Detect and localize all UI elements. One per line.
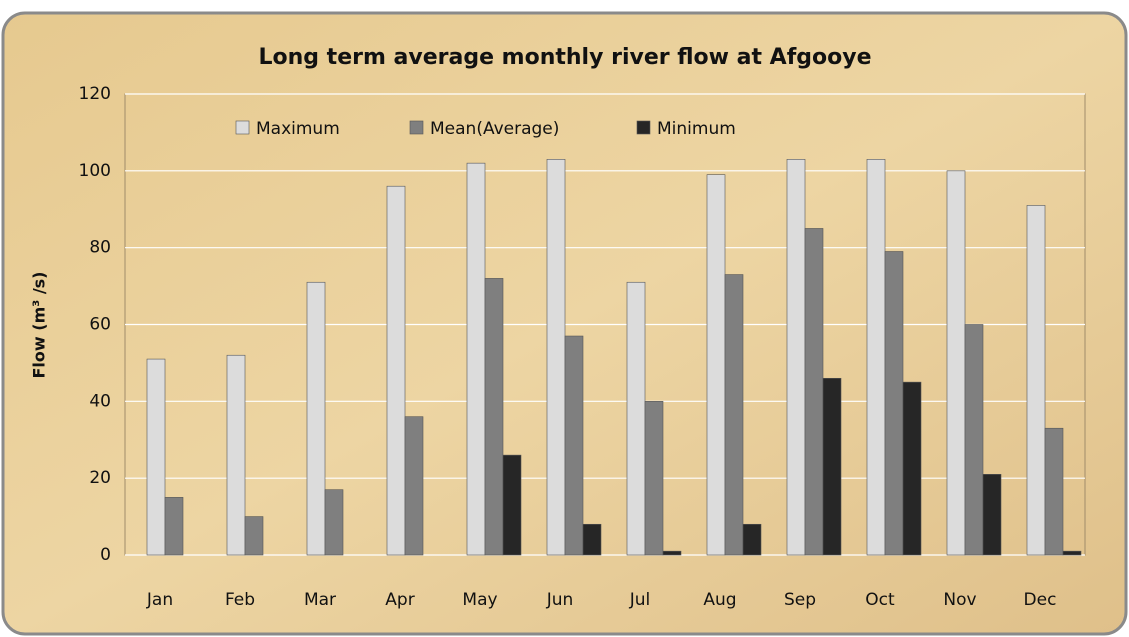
x-tick-label: Apr xyxy=(385,590,414,610)
bar xyxy=(226,354,246,556)
bar xyxy=(662,550,682,556)
y-axis-label: Flow (m³ /s) xyxy=(30,272,49,379)
x-tick-label: Feb xyxy=(225,590,255,610)
y-tick-label: 40 xyxy=(89,391,111,411)
x-tick-label: Mar xyxy=(304,590,336,610)
bar xyxy=(1044,427,1064,556)
bar xyxy=(466,162,486,556)
x-tick-label: Jan xyxy=(146,590,173,610)
bar xyxy=(502,454,522,556)
bar xyxy=(546,159,566,556)
legend-label: Mean(Average) xyxy=(430,119,559,139)
bar xyxy=(884,251,904,556)
bar xyxy=(946,170,966,556)
x-tick-label: May xyxy=(462,590,497,610)
bar xyxy=(1062,550,1082,556)
legend-label: Minimum xyxy=(657,119,736,139)
bar xyxy=(582,523,602,556)
bar xyxy=(1026,205,1046,556)
y-tick-label: 20 xyxy=(89,468,111,488)
x-tick-label: Dec xyxy=(1024,590,1057,610)
legend-swatch xyxy=(636,120,651,135)
y-tick-label: 80 xyxy=(89,238,111,258)
x-tick-label: Aug xyxy=(703,590,736,610)
y-tick-label: 100 xyxy=(79,161,111,181)
bar xyxy=(484,278,504,556)
bar xyxy=(146,358,166,556)
bar xyxy=(822,377,842,556)
bar xyxy=(306,281,326,556)
y-tick-label: 0 xyxy=(100,545,111,565)
bar xyxy=(742,523,762,556)
y-tick-label: 120 xyxy=(79,84,111,104)
bar xyxy=(804,228,824,556)
x-tick-label: Jul xyxy=(629,590,651,610)
x-tick-label: Nov xyxy=(943,590,976,610)
bar xyxy=(902,381,922,556)
x-tick-label: Oct xyxy=(865,590,895,610)
bar xyxy=(866,159,886,556)
bar xyxy=(564,335,584,556)
bar xyxy=(964,324,984,556)
x-tick-label: Jun xyxy=(546,590,574,610)
bar xyxy=(786,159,806,556)
chart-title: Long term average monthly river flow at … xyxy=(258,45,871,70)
bar xyxy=(386,185,406,556)
bar xyxy=(982,474,1002,556)
bar xyxy=(626,281,646,556)
bar xyxy=(324,489,344,556)
bar xyxy=(706,174,726,556)
bar xyxy=(644,401,664,556)
bar xyxy=(164,497,184,556)
legend-swatch xyxy=(409,120,424,135)
legend-swatch xyxy=(235,120,250,135)
bar xyxy=(244,516,264,556)
x-tick-label: Sep xyxy=(784,590,816,610)
bar xyxy=(724,274,744,556)
bar xyxy=(404,416,424,556)
y-tick-label: 60 xyxy=(89,315,111,335)
legend-label: Maximum xyxy=(256,119,340,139)
